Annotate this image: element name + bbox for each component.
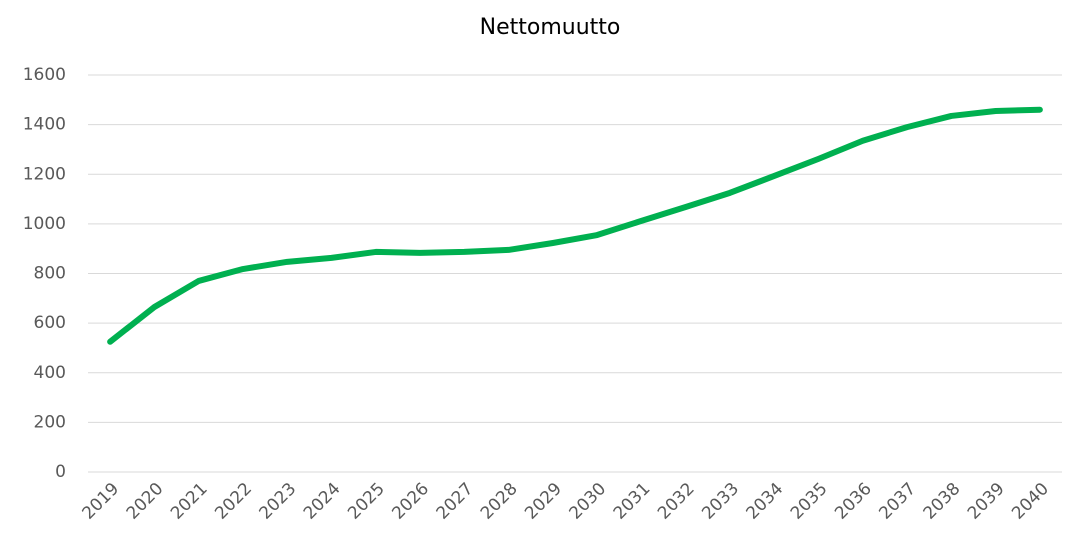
x-tick-label: 2028 <box>477 479 522 524</box>
x-tick-label: 2036 <box>831 479 876 524</box>
y-tick-label: 800 <box>34 264 66 284</box>
y-tick-label: 0 <box>55 462 66 482</box>
y-tick-label: 1000 <box>23 214 66 234</box>
x-tick-label: 2035 <box>787 479 832 524</box>
x-tick-label: 2038 <box>920 479 965 524</box>
x-tick-label: 2032 <box>654 479 699 524</box>
x-tick-label: 2031 <box>610 479 655 524</box>
y-tick-label: 1600 <box>23 65 66 85</box>
x-tick-label: 2026 <box>388 479 433 524</box>
x-tick-label: 2027 <box>433 479 478 524</box>
line-series <box>107 106 1043 345</box>
x-tick-label: 2029 <box>521 479 566 524</box>
x-tick-label: 2021 <box>167 479 212 524</box>
x-tick-label: 2024 <box>300 479 345 524</box>
chart-title: Nettomuutto <box>480 15 621 40</box>
x-tick-label: 2037 <box>875 479 920 524</box>
y-tick-label: 1400 <box>23 115 66 135</box>
y-tick-label: 200 <box>34 412 66 432</box>
x-tick-label: 2023 <box>256 479 301 524</box>
x-tick-label: 2020 <box>123 479 168 524</box>
x-tick-label: 2034 <box>743 479 788 524</box>
y-tick-label: 400 <box>34 363 66 383</box>
y-tick-label: 1200 <box>23 164 66 184</box>
y-tick-label: 600 <box>34 313 66 333</box>
x-tick-label: 2039 <box>964 479 1009 524</box>
x-tick-label: 2030 <box>565 479 610 524</box>
x-tick-label: 2033 <box>698 479 743 524</box>
x-tick-label: 2040 <box>1008 479 1053 524</box>
x-tick-label: 2019 <box>78 479 123 524</box>
x-tick-label: 2022 <box>211 479 256 524</box>
x-tick-label: 2025 <box>344 479 389 524</box>
